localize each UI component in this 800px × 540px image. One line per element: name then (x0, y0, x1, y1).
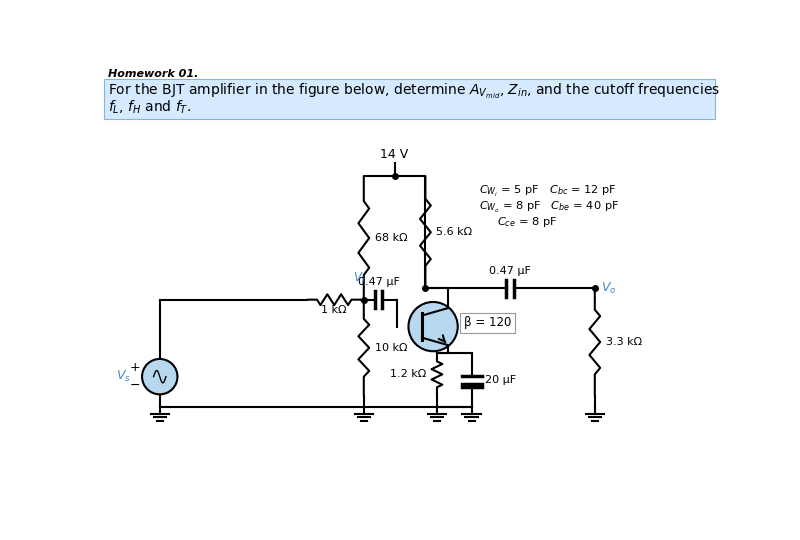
Text: Homework 01.: Homework 01. (108, 70, 198, 79)
Text: For the BJT amplifier in the figure below, determine $A_{V_{mid}}$, $Z_{in}$, an: For the BJT amplifier in the figure belo… (108, 82, 721, 101)
Text: $C_{W_o}$ = 8 pF   $C_{be}$ = 40 pF: $C_{W_o}$ = 8 pF $C_{be}$ = 40 pF (479, 200, 619, 214)
Text: $V_s$: $V_s$ (115, 369, 130, 384)
FancyBboxPatch shape (104, 79, 715, 119)
Text: $V_i$: $V_i$ (353, 271, 365, 286)
Text: 20 μF: 20 μF (486, 375, 517, 385)
Text: $V_o$: $V_o$ (601, 281, 617, 296)
Text: 14 V: 14 V (381, 148, 409, 161)
Circle shape (142, 359, 178, 394)
Text: 1.2 kΩ: 1.2 kΩ (390, 369, 426, 379)
Circle shape (409, 302, 458, 351)
Text: 5.6 kΩ: 5.6 kΩ (436, 227, 472, 237)
Text: $C_{W_i}$ = 5 pF   $C_{bc}$ = 12 pF: $C_{W_i}$ = 5 pF $C_{bc}$ = 12 pF (479, 184, 617, 199)
Text: 3.3 kΩ: 3.3 kΩ (606, 337, 642, 347)
Text: +: + (130, 361, 141, 374)
Text: 10 kΩ: 10 kΩ (374, 343, 407, 353)
Text: 1 kΩ: 1 kΩ (322, 306, 347, 315)
Text: $C_{ce}$ = 8 pF: $C_{ce}$ = 8 pF (497, 215, 558, 229)
Text: $f_L$, $f_H$ and $f_T$.: $f_L$, $f_H$ and $f_T$. (108, 99, 191, 116)
Text: 0.47 μF: 0.47 μF (489, 266, 531, 276)
Text: −: − (130, 380, 140, 393)
Text: 0.47 μF: 0.47 μF (358, 278, 399, 287)
Text: β = 120: β = 120 (464, 316, 511, 329)
Text: 68 kΩ: 68 kΩ (374, 233, 407, 243)
